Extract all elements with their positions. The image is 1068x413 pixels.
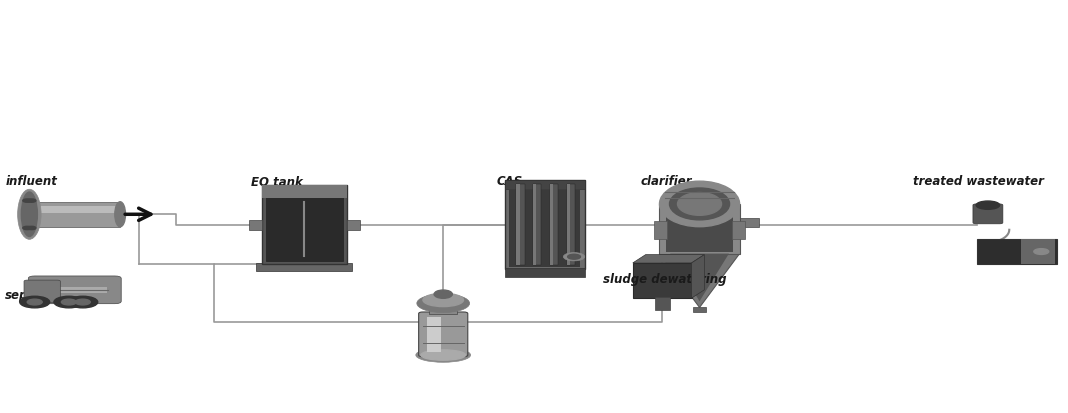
- Polygon shape: [632, 255, 705, 263]
- Circle shape: [22, 199, 31, 203]
- Text: clarifier: clarifier: [641, 175, 692, 188]
- Bar: [977, 240, 1057, 264]
- FancyBboxPatch shape: [25, 280, 61, 303]
- Text: treated wastewater: treated wastewater: [913, 175, 1045, 188]
- Circle shape: [28, 299, 43, 305]
- Bar: [30, 202, 121, 227]
- Bar: [1021, 240, 1055, 264]
- Circle shape: [28, 199, 36, 203]
- Bar: [632, 263, 692, 298]
- Bar: [429, 304, 457, 314]
- Bar: [249, 220, 262, 230]
- Polygon shape: [671, 254, 728, 301]
- Circle shape: [68, 297, 98, 308]
- Circle shape: [563, 253, 584, 261]
- Ellipse shape: [415, 348, 471, 363]
- Bar: [262, 186, 347, 264]
- Bar: [516, 185, 524, 265]
- Circle shape: [28, 227, 36, 230]
- Text: CAS: CAS: [497, 175, 523, 188]
- Bar: [533, 185, 541, 265]
- Bar: [693, 307, 706, 313]
- Polygon shape: [692, 255, 705, 298]
- Text: EQ tank: EQ tank: [251, 175, 303, 188]
- FancyBboxPatch shape: [973, 204, 1003, 224]
- Ellipse shape: [434, 290, 453, 299]
- Bar: [347, 220, 360, 230]
- Polygon shape: [660, 254, 739, 308]
- Bar: [30, 207, 121, 214]
- Ellipse shape: [677, 193, 722, 216]
- Ellipse shape: [423, 294, 464, 307]
- Bar: [256, 263, 352, 272]
- Text: influent: influent: [5, 175, 58, 188]
- Ellipse shape: [18, 190, 41, 240]
- Text: sludge dewatering: sludge dewatering: [603, 272, 727, 285]
- Text: septage: septage: [5, 289, 59, 301]
- Circle shape: [53, 297, 83, 308]
- FancyBboxPatch shape: [29, 276, 122, 304]
- Bar: [427, 317, 441, 352]
- Circle shape: [75, 299, 90, 305]
- Bar: [655, 297, 670, 310]
- Ellipse shape: [670, 188, 729, 221]
- Bar: [505, 181, 585, 190]
- Circle shape: [567, 254, 581, 260]
- Bar: [43, 287, 107, 293]
- FancyBboxPatch shape: [419, 312, 468, 357]
- Bar: [566, 185, 575, 265]
- Ellipse shape: [115, 202, 126, 227]
- Bar: [516, 185, 519, 265]
- Bar: [733, 222, 745, 239]
- Bar: [509, 191, 581, 267]
- Bar: [505, 181, 585, 270]
- Bar: [550, 185, 559, 265]
- Ellipse shape: [417, 294, 470, 313]
- Ellipse shape: [21, 192, 37, 237]
- Bar: [666, 206, 734, 252]
- Bar: [550, 185, 553, 265]
- Circle shape: [1034, 249, 1049, 255]
- Circle shape: [61, 299, 77, 305]
- Bar: [266, 197, 343, 261]
- Bar: [533, 185, 536, 265]
- Bar: [660, 204, 739, 254]
- Bar: [654, 222, 668, 239]
- Circle shape: [22, 227, 31, 230]
- Bar: [505, 268, 585, 277]
- Bar: [566, 185, 570, 265]
- Ellipse shape: [976, 202, 1000, 210]
- Circle shape: [20, 297, 49, 308]
- Ellipse shape: [660, 182, 740, 227]
- Bar: [739, 218, 759, 227]
- Bar: [262, 186, 347, 198]
- Ellipse shape: [421, 350, 466, 360]
